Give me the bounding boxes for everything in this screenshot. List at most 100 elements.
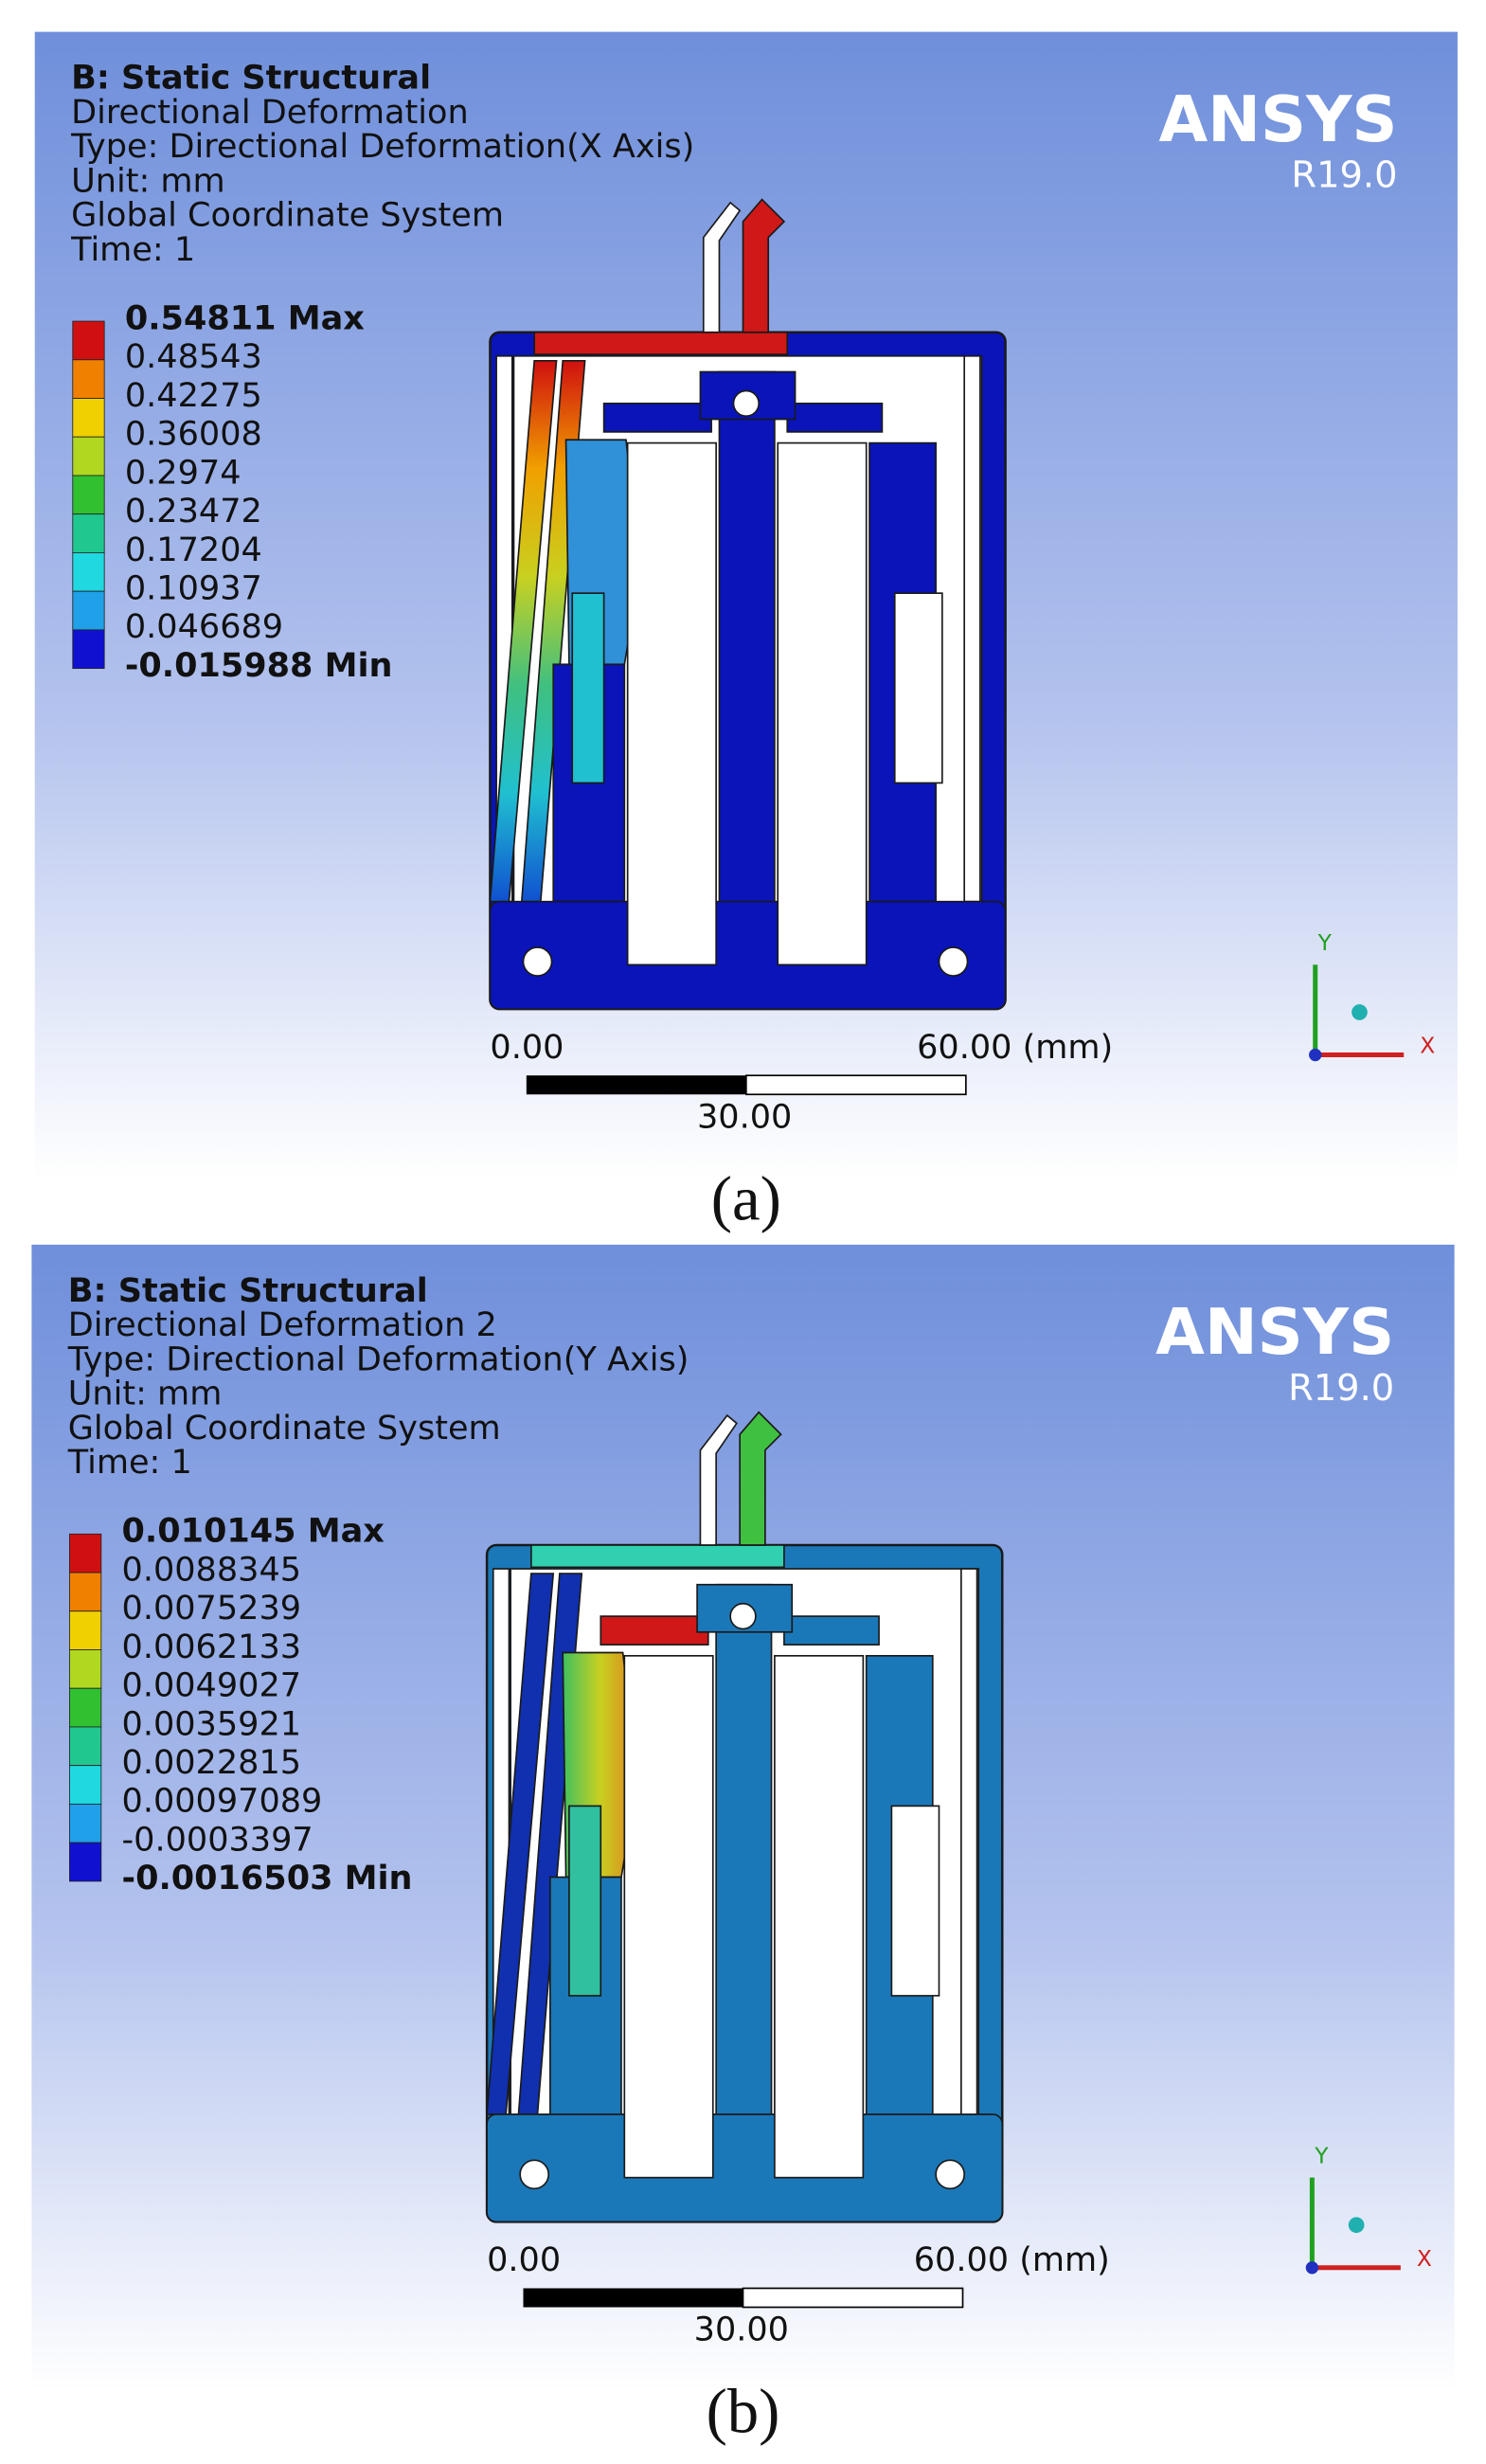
upper-arm-right	[786, 403, 884, 433]
top-bar	[529, 1544, 785, 1569]
header-line: B: Static Structural	[71, 59, 431, 98]
legend-label: 0.36008	[125, 415, 262, 454]
upper-arm	[600, 1615, 709, 1646]
legend-label: 0.0088345	[122, 1550, 302, 1589]
scale-bar-white	[742, 2287, 964, 2309]
mount-hole	[519, 2159, 550, 2190]
header-line: Global Coordinate System	[71, 196, 504, 235]
right-flex	[893, 592, 943, 784]
scale-bar-black	[526, 1075, 746, 1095]
scale-middle: 30.00	[697, 1097, 792, 1136]
legend-label: -0.0016503 Min	[122, 1859, 413, 1897]
legend-label: 0.010145 Max	[122, 1512, 385, 1551]
legend-swatch	[72, 590, 105, 631]
slot-right	[777, 441, 868, 966]
logo-name: ANSYS	[1159, 82, 1398, 156]
legend-label: -0.0003397	[122, 1820, 313, 1859]
legend-label: 0.00097089	[122, 1782, 323, 1821]
center-hole	[729, 1602, 757, 1630]
triad-dot	[1352, 1004, 1368, 1020]
header-line: B: Static Structural	[68, 1271, 428, 1310]
caption: (b)	[707, 2378, 780, 2447]
triad-origin	[1309, 1048, 1322, 1062]
upper-arm-right	[783, 1615, 880, 1646]
slot-left	[626, 441, 717, 966]
legend-swatch	[69, 1649, 102, 1689]
legend-swatch	[69, 1533, 102, 1574]
legend-label: 0.0035921	[122, 1704, 302, 1743]
header-line: Directional Deformation 2	[68, 1305, 497, 1344]
legend-label: 0.0075239	[122, 1589, 302, 1628]
mount-hole	[522, 946, 553, 977]
center-column	[718, 370, 776, 966]
scale-bar-black	[523, 2288, 743, 2308]
left-flex	[568, 1805, 602, 1997]
legend-label: 0.0022815	[122, 1743, 302, 1782]
caption: (a)	[711, 1164, 781, 1233]
left-flex	[571, 592, 605, 784]
center-column	[715, 1583, 773, 2179]
legend-swatch	[72, 359, 105, 399]
logo-name: ANSYS	[1155, 1295, 1394, 1369]
legend-label: 0.23472	[125, 492, 262, 531]
legend-swatch	[69, 1765, 102, 1805]
legend-label: 0.2974	[125, 453, 242, 492]
right-post	[960, 1568, 978, 2115]
logo-version: R19.0	[1291, 154, 1397, 197]
legend-swatch	[72, 320, 105, 361]
logo-version: R19.0	[1288, 1367, 1394, 1410]
legend-label: -0.015988 Min	[125, 646, 393, 685]
stem-left	[702, 201, 742, 333]
legend-swatch	[69, 1610, 102, 1650]
base	[486, 2113, 1004, 2223]
scale-bar-white	[745, 1074, 967, 1096]
triad-x-label: X	[1417, 2245, 1432, 2272]
header-line: Time: 1	[70, 230, 195, 269]
header-line: Directional Deformation	[71, 93, 469, 132]
slot-right	[774, 1654, 865, 2179]
legend-label: 0.48543	[125, 337, 262, 376]
legend-swatch	[69, 1687, 102, 1728]
scale-middle: 30.00	[694, 2311, 789, 2349]
header-line: Unit: mm	[68, 1375, 223, 1413]
stem-left	[699, 1413, 738, 1546]
legend-swatch	[72, 629, 105, 670]
scale-end: 60.00 (mm)	[917, 1028, 1113, 1067]
legend-label: 0.42275	[125, 376, 262, 415]
header-line: Unit: mm	[71, 161, 225, 200]
header-line: Type: Directional Deformation(Y Axis)	[67, 1340, 689, 1378]
right-post	[963, 354, 981, 903]
legend-swatch	[72, 436, 105, 477]
triad-dot	[1348, 2217, 1365, 2234]
legend-swatch	[69, 1726, 102, 1767]
legend-swatch	[69, 1572, 102, 1612]
legend-swatch	[69, 1842, 102, 1882]
legend-label: 0.046689	[125, 607, 283, 646]
legend-label: 0.17204	[125, 531, 262, 569]
header-line: Global Coordinate System	[68, 1409, 501, 1448]
top-bar	[533, 331, 789, 355]
center-hole	[732, 389, 761, 418]
mount-hole	[935, 2159, 966, 2190]
scale-end: 60.00 (mm)	[914, 2240, 1110, 2279]
slot-left	[623, 1654, 714, 2179]
legend-swatch	[72, 475, 105, 515]
stem	[739, 1411, 782, 1546]
legend-label: 0.54811 Max	[125, 298, 365, 337]
upper-arm	[602, 403, 712, 433]
right-flex	[890, 1805, 940, 1997]
triad-y-label: Y	[1317, 929, 1333, 956]
scale-start: 0.00	[490, 1028, 564, 1067]
scale-start: 0.00	[487, 2240, 561, 2279]
legend-label: 0.0062133	[122, 1628, 302, 1666]
base	[489, 900, 1007, 1010]
mount-hole	[938, 946, 969, 977]
triad-x-label: X	[1420, 1033, 1435, 1059]
header-line: Time: 1	[67, 1443, 192, 1482]
legend-swatch	[72, 513, 105, 553]
stem	[742, 198, 786, 333]
legend-swatch	[72, 398, 105, 438]
